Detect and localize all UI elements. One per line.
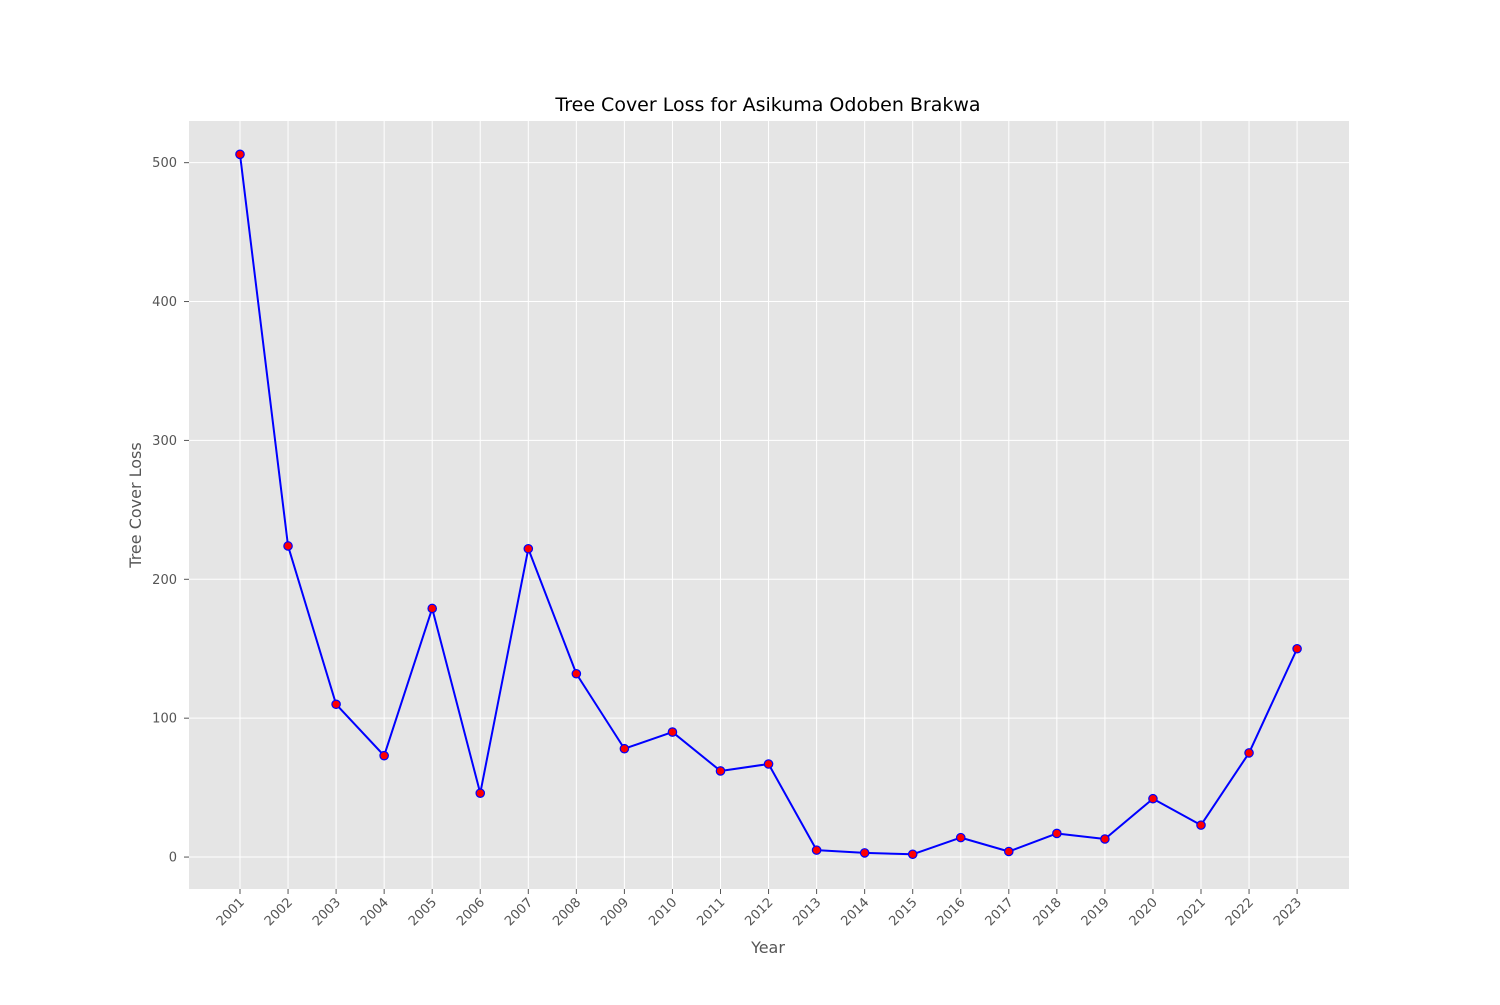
x-tick-label: 2001 (214, 895, 248, 929)
y-tick-label: 500 (152, 156, 177, 171)
x-tick-label: 2002 (262, 895, 296, 929)
data-point (427, 603, 437, 614)
data-point (1052, 828, 1062, 839)
data-point (235, 149, 245, 160)
x-tick-label: 2019 (1079, 895, 1113, 929)
data-point (619, 743, 630, 754)
y-tick-label: 100 (152, 712, 177, 727)
y-tick-label: 0 (169, 851, 177, 866)
data-point (859, 848, 870, 858)
x-tick-label: 2015 (887, 895, 921, 929)
x-tick-label: 2021 (1175, 895, 1209, 929)
chart-title: Tree Cover Loss for Asikuma Odoben Brakw… (554, 94, 980, 116)
data-point (1292, 643, 1302, 654)
x-tick-label: 2008 (550, 895, 584, 929)
data-point (907, 849, 918, 860)
data-point (379, 750, 389, 761)
x-tick-label: 2011 (694, 895, 728, 929)
data-point (811, 845, 822, 855)
data-point (1003, 846, 1014, 857)
x-tick-label: 2020 (1127, 895, 1161, 929)
data-point (331, 699, 341, 710)
x-tick-label: 2022 (1223, 895, 1257, 929)
y-tick-label: 200 (152, 573, 177, 588)
data-point (1100, 834, 1110, 844)
x-axis-title: Year (750, 938, 785, 957)
data-point (715, 766, 726, 776)
x-tick-label: 2017 (983, 895, 1017, 929)
x-tick-label: 2003 (310, 895, 344, 929)
data-point (1244, 748, 1254, 758)
grid-lines (189, 121, 1349, 889)
y-axis-ticks: 0 100 200 300 400 500 (152, 156, 189, 866)
data-point (475, 788, 486, 798)
x-tick-label: 2016 (935, 895, 969, 929)
x-axis-ticks: 2001 2002 2003 2004 2005 2006 2007 2008 2009 2010… (214, 889, 1305, 929)
x-tick-label: 2023 (1271, 895, 1305, 929)
x-tick-label: 2012 (742, 895, 776, 929)
data-point (283, 541, 293, 551)
x-tick-label: 2005 (406, 895, 440, 929)
x-tick-label: 2010 (646, 895, 680, 929)
data-point (523, 543, 534, 554)
y-tick-label: 300 (152, 434, 177, 449)
x-tick-label: 2004 (358, 895, 392, 929)
y-tick-label: 400 (152, 295, 177, 310)
data-point (1148, 793, 1158, 804)
y-axis-title: Tree Cover Loss (126, 442, 145, 568)
x-tick-label: 2013 (790, 895, 824, 929)
data-point (667, 727, 678, 737)
x-tick-label: 2006 (454, 895, 488, 929)
x-tick-label: 2007 (502, 895, 536, 929)
data-point (1196, 820, 1206, 830)
data-point (763, 759, 774, 769)
x-tick-label: 2014 (838, 895, 872, 929)
x-tick-label: 2009 (598, 895, 632, 929)
data-point (571, 668, 582, 679)
x-tick-label: 2018 (1031, 895, 1065, 929)
data-point (955, 832, 966, 843)
series-layer (235, 149, 1302, 860)
